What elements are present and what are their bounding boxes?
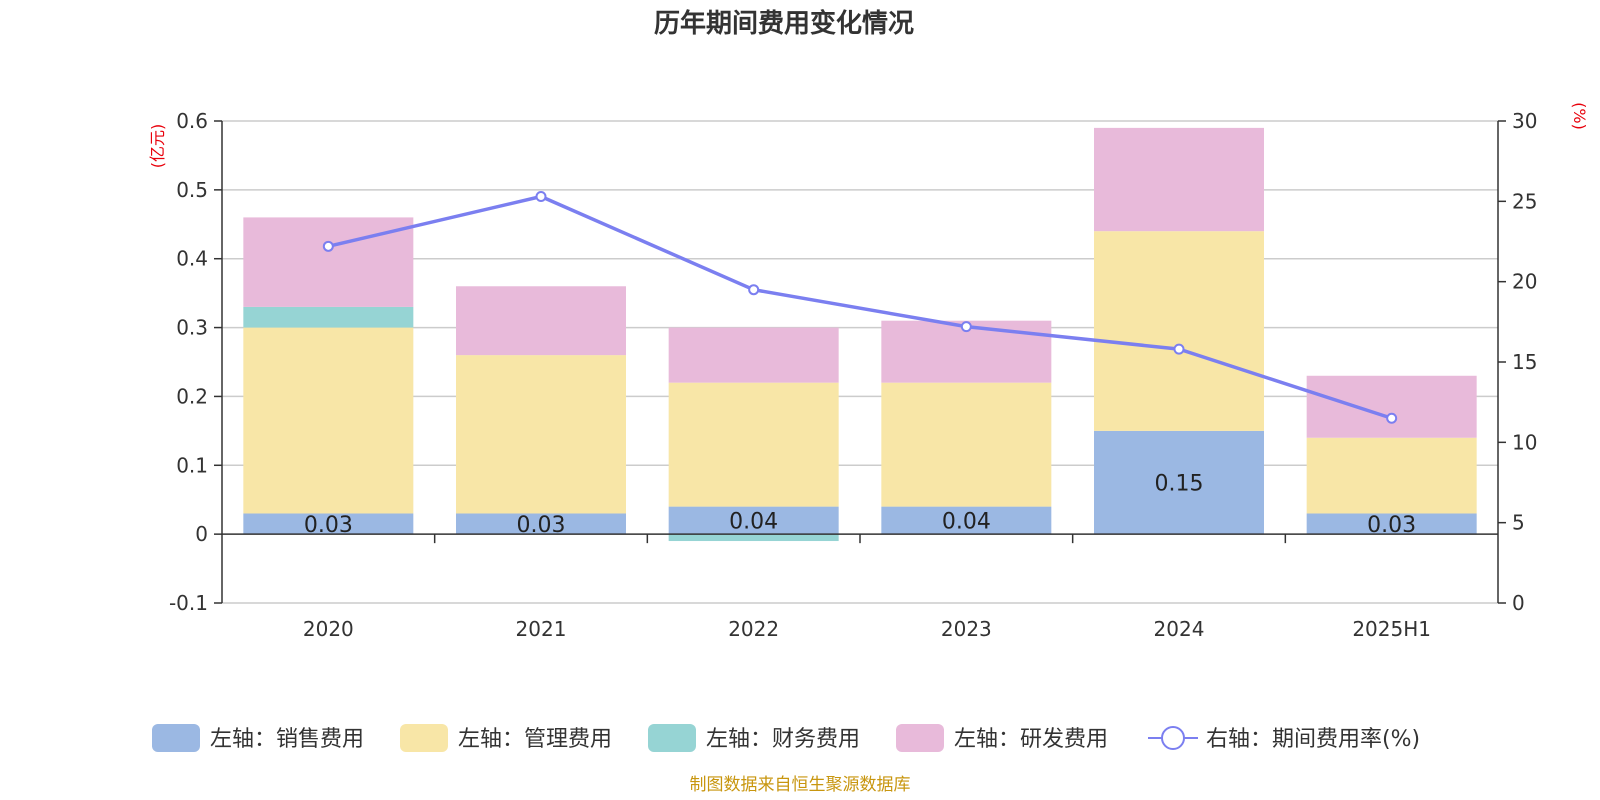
bar-segment: [1094, 430, 1264, 535]
x-axis-tick-label: 2023: [941, 617, 992, 641]
right-axis-tick-label: 30: [1512, 109, 1537, 133]
sales-data-label: 0.03: [517, 513, 566, 538]
legend-item: 左轴：研发费用: [896, 724, 1108, 752]
sales-data-label: 0.03: [1367, 513, 1416, 538]
rate-point: [748, 284, 760, 296]
legend-swatch: [152, 724, 200, 752]
right-axis-tick-label: 5: [1512, 511, 1525, 535]
right-axis-tick-label: 0: [1512, 591, 1525, 615]
data-labels: 0.03 0.03 0.04 0.04 0.15 0.03: [304, 472, 1416, 538]
bars: [243, 127, 1477, 542]
legend-item: 左轴：销售费用: [152, 724, 364, 752]
grid-lines: [222, 120, 1498, 604]
right-axis-tick-label: 25: [1512, 189, 1537, 213]
legend-label: 左轴：财务费用: [706, 727, 860, 752]
legend: 左轴：销售费用 左轴：管理费用 左轴：财务费用 左轴：研发费用 右轴：期间费用率(%): [152, 724, 1420, 752]
legend-swatch: [400, 724, 448, 752]
chart-title: 历年期间费用变化情况: [654, 8, 914, 39]
sales-data-label: 0.04: [729, 509, 778, 534]
left-axis-unit: (亿元): [148, 124, 167, 169]
rate-point: [960, 321, 972, 333]
rate-series-line: [327, 194, 1393, 420]
rate-point: [1173, 343, 1185, 355]
right-axis-tick-label: 15: [1512, 350, 1537, 374]
left-axis-tick-label: 0.6: [176, 109, 208, 133]
bar-segment: [456, 286, 626, 356]
legend-item: 左轴：管理费用: [400, 724, 612, 752]
bar-segment: [243, 513, 414, 535]
x-axis-tick-label: 2024: [1154, 617, 1205, 641]
x-axis-tick-label: 2025H1: [1352, 617, 1431, 641]
x-axis-tick-label: 2022: [728, 617, 779, 641]
left-axis-tick-label: 0.1: [176, 453, 208, 477]
sales-data-label: 0.15: [1155, 472, 1204, 497]
bar-segment: [1306, 437, 1477, 514]
rate-point: [535, 191, 547, 203]
bar-segment: [1094, 127, 1264, 232]
bar-segment: [668, 534, 839, 542]
rate-point: [1386, 412, 1398, 424]
bar-segment: [881, 506, 1052, 535]
right-axis-unit: (%): [1570, 102, 1589, 130]
rate-point: [322, 240, 334, 252]
legend-swatch: [648, 724, 696, 752]
x-axis-tick-label: 2021: [516, 617, 567, 641]
legend-item: 左轴：财务费用: [648, 724, 860, 752]
source-note: 制图数据来自恒生聚源数据库: [690, 775, 911, 795]
rate-line: [322, 191, 1398, 424]
bar-segment: [1306, 375, 1477, 438]
bar-segment: [456, 355, 626, 514]
left-axis-tick-label: 0.2: [176, 384, 208, 408]
sales-data-label: 0.04: [942, 509, 991, 534]
legend-marker: [1161, 726, 1185, 750]
right-axis-tick-label: 10: [1512, 430, 1537, 454]
bar-segment: [668, 506, 839, 535]
sales-data-label: 0.03: [304, 513, 353, 538]
bar-segment: [668, 382, 839, 507]
bar-segment: [1306, 513, 1477, 535]
bar-segment: [243, 327, 414, 514]
bar-segment: [668, 327, 839, 383]
legend-label: 左轴：研发费用: [954, 727, 1108, 752]
legend-swatch: [896, 724, 944, 752]
legend-item: 右轴：期间费用率(%): [1148, 726, 1420, 752]
left-axis-tick-label: 0.4: [176, 247, 208, 271]
legend-label: 左轴：管理费用: [458, 727, 612, 752]
bar-segment: [881, 382, 1052, 507]
left-axis-tick-label: -0.1: [169, 591, 208, 615]
left-axis-tick-label: 0.5: [176, 178, 208, 202]
x-axis-tick-label: 2020: [303, 617, 354, 641]
axes: -0.1 0 0.1 0.2 0.3 0.4 0.5 0.6 0 5 10 15 20 25 30 2020 2…: [169, 109, 1537, 641]
legend-label: 右轴：期间费用率(%): [1206, 727, 1420, 752]
bar-segment: [1094, 231, 1264, 431]
left-axis-tick-label: 0.3: [176, 316, 208, 340]
legend-label: 左轴：销售费用: [210, 727, 364, 752]
right-axis-tick-label: 20: [1512, 270, 1537, 294]
left-axis-tick-label: 0: [195, 522, 208, 546]
bar-segment: [243, 306, 414, 328]
bar-segment: [456, 513, 626, 535]
